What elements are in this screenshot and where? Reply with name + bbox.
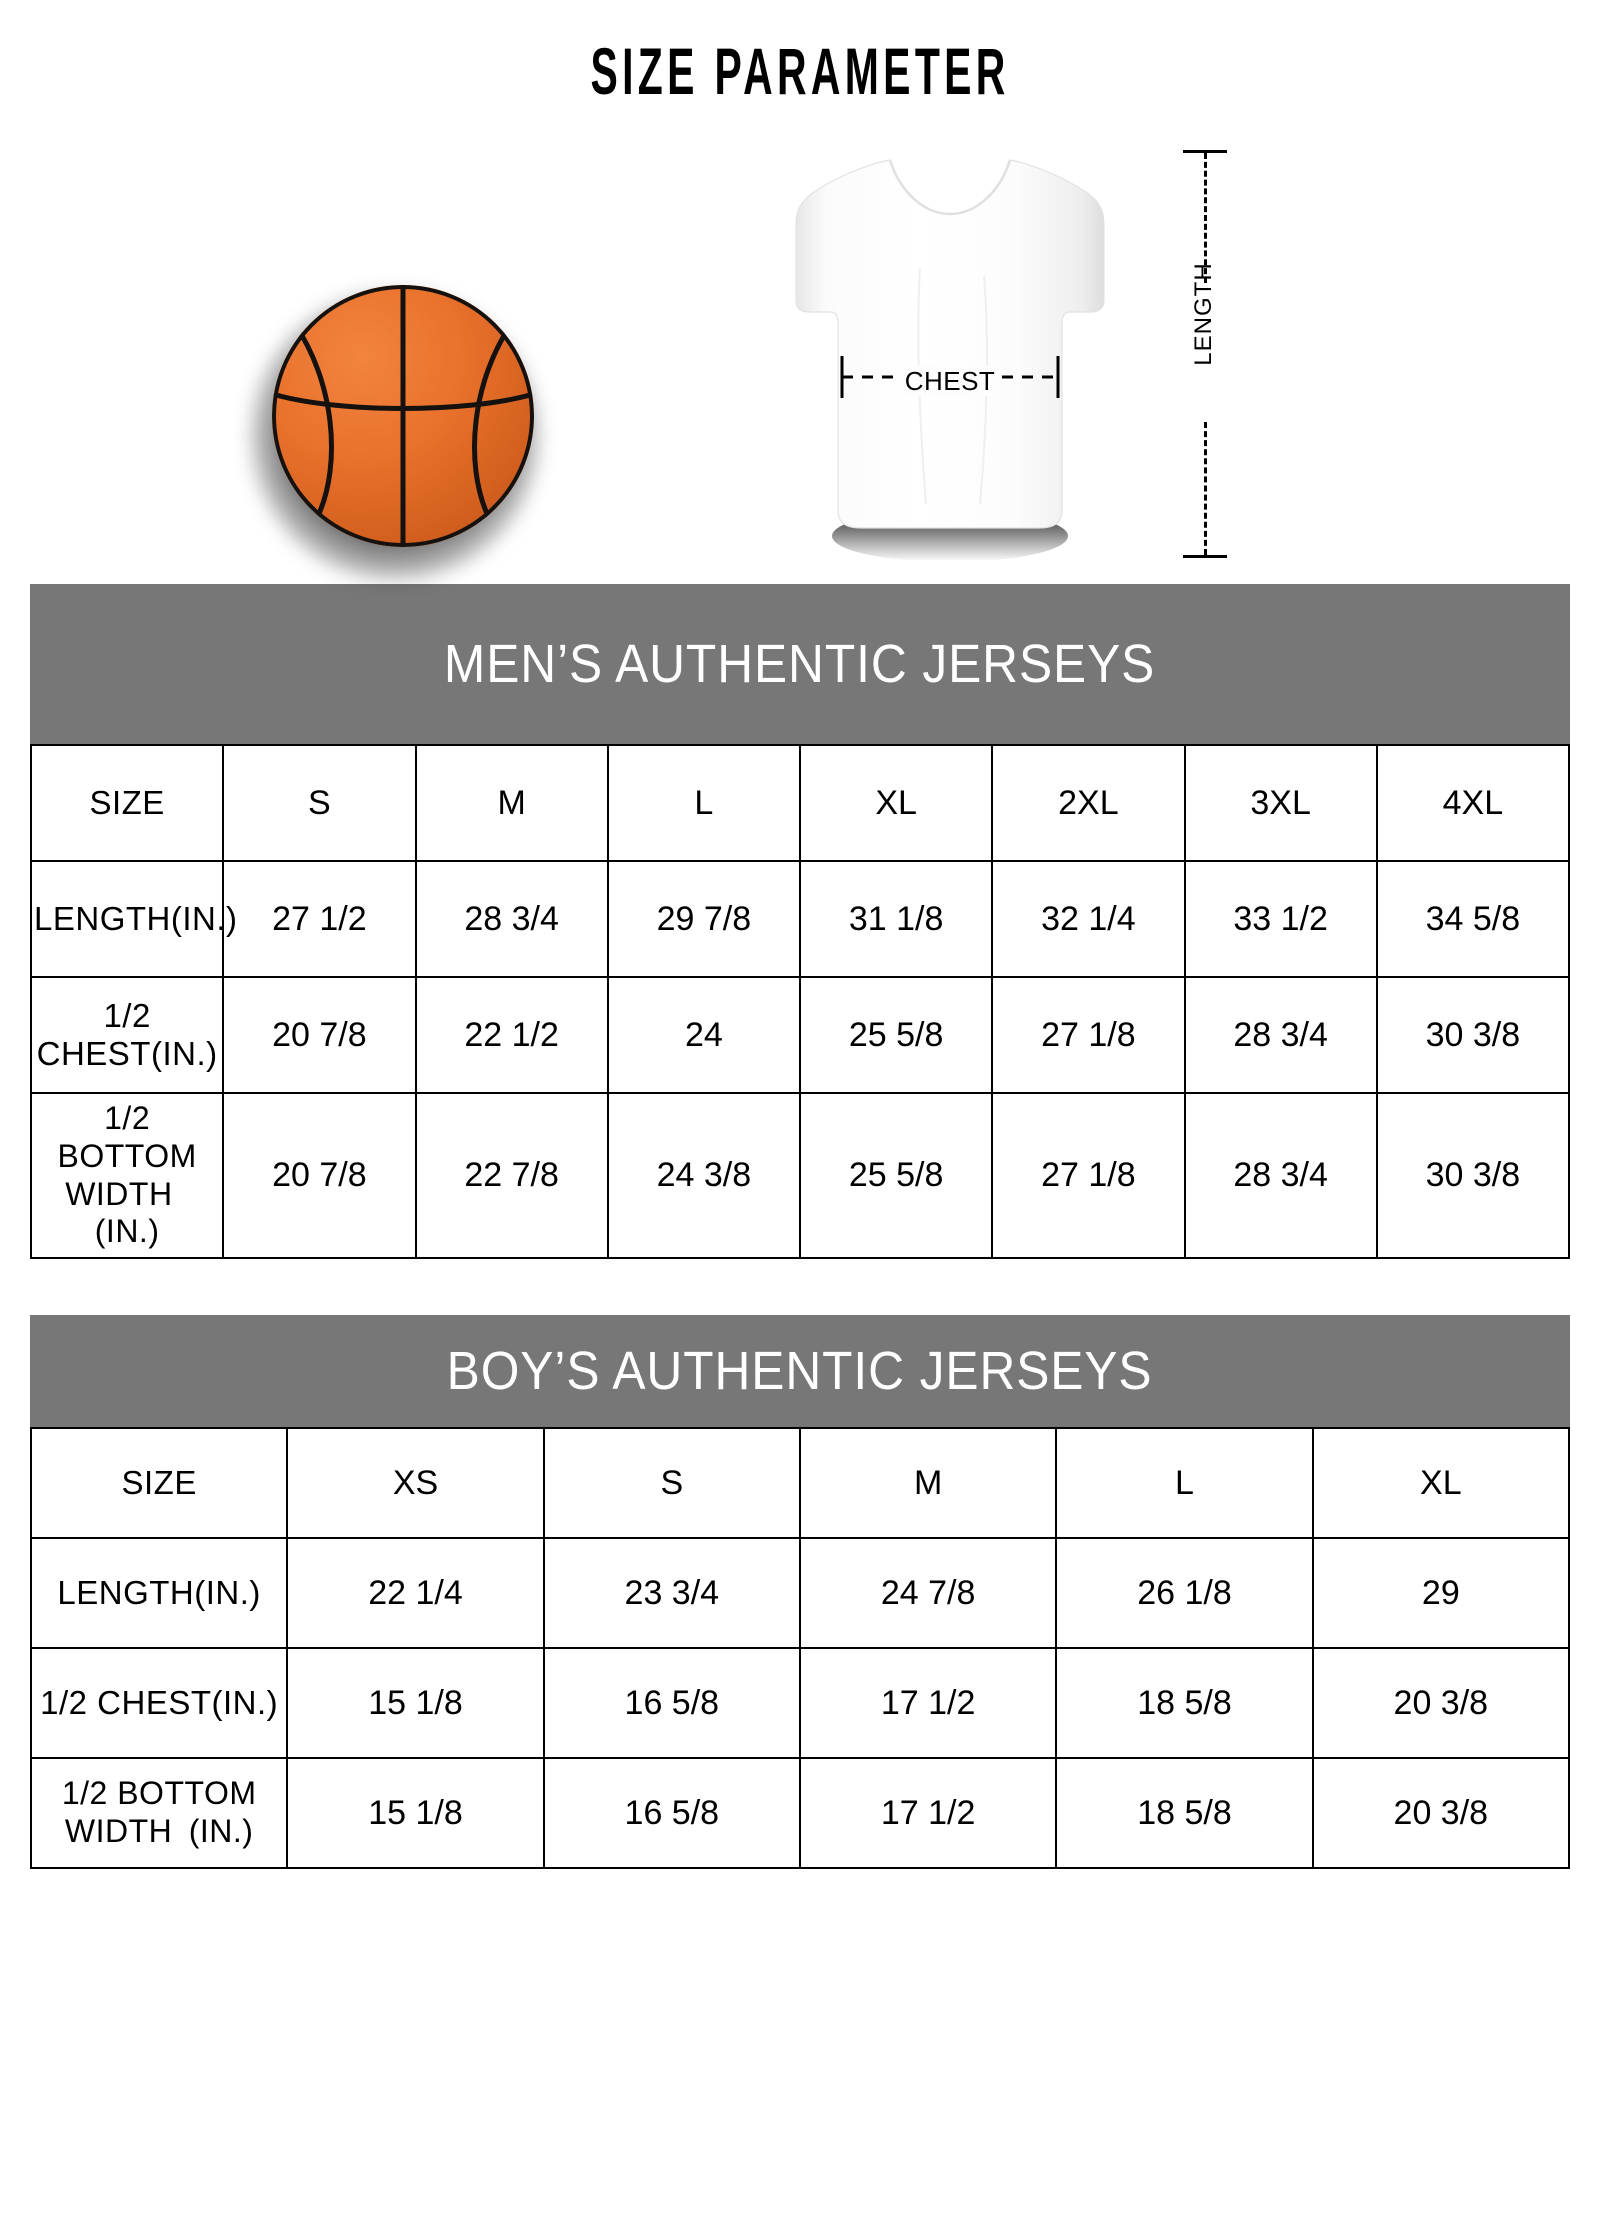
mens-bottom-s: 20 7/8	[222, 1092, 417, 1259]
boys-chest-s: 16 5/8	[542, 1647, 801, 1759]
mens-bottom-xl: 25 5/8	[798, 1092, 994, 1259]
mens-bottom-4xl: 30 3/8	[1375, 1092, 1571, 1259]
boys-size-col-l: L	[1055, 1427, 1314, 1539]
mens-size-col-m: M	[414, 744, 609, 862]
mens-chest-xl: 25 5/8	[798, 976, 994, 1094]
boys-table-body: SIZE XS S M L XL LENGTH(IN.) 22 1/4 23 3…	[29, 1427, 1571, 1869]
mens-table-banner-text: MEN’S AUTHENTIC JERSEYS	[444, 634, 1156, 694]
boys-size-col-s: S	[542, 1427, 801, 1539]
mens-length-xl: 31 1/8	[798, 860, 994, 978]
boys-chest-m: 17 1/2	[798, 1647, 1058, 1759]
mens-chest-l: 24	[606, 976, 802, 1094]
boys-length-l: 26 1/8	[1055, 1537, 1314, 1649]
boys-table-banner-text: BOY’S AUTHENTIC JERSEYS	[447, 1341, 1153, 1401]
boys-row-label-bottom-width: 1/2 BOTTOM WIDTH (IN.)	[29, 1757, 289, 1869]
mens-size-col-xl: XL	[798, 744, 994, 862]
mens-chest-4xl: 30 3/8	[1375, 976, 1571, 1094]
mens-table-banner: MEN’S AUTHENTIC JERSEYS	[30, 584, 1570, 744]
basketball-icon	[250, 285, 580, 585]
table-row: SIZE XS S M L XL	[29, 1427, 1571, 1539]
page-header: SIZE PARAMETER	[0, 0, 1600, 104]
mens-chest-2xl: 27 1/8	[991, 976, 1186, 1094]
mens-table-body: SIZE S M L XL 2XL 3XL 4XL LENGTH(IN.) 27…	[29, 744, 1571, 1259]
mens-bottom-width-line2: WIDTH (IN.)	[65, 1175, 190, 1250]
boys-size-col-xl: XL	[1311, 1427, 1571, 1539]
boys-bottom-width-line2: WIDTH (IN.)	[64, 1813, 254, 1849]
mens-size-col-l: L	[606, 744, 802, 862]
boys-bottom-width-line1: 1/2 BOTTOM	[61, 1775, 257, 1812]
boys-chest-xs: 15 1/8	[286, 1647, 545, 1759]
mens-length-2xl: 32 1/4	[991, 860, 1186, 978]
page-title: SIZE PARAMETER	[590, 34, 1010, 108]
boys-size-header-cell: SIZE	[29, 1427, 289, 1539]
chest-measure-label: CHEST	[770, 366, 1130, 397]
table-row: LENGTH(IN.) 22 1/4 23 3/4 24 7/8 26 1/8 …	[29, 1537, 1571, 1649]
illustration-area: CHEST LENGTH	[0, 130, 1600, 581]
boys-length-xl: 29	[1311, 1537, 1571, 1649]
mens-chest-3xl: 28 3/4	[1183, 976, 1378, 1094]
mens-size-col-4xl: 4XL	[1375, 744, 1571, 862]
table-row: LENGTH(IN.) 27 1/2 28 3/4 29 7/8 31 1/8 …	[29, 860, 1571, 978]
boys-chest-xl: 20 3/8	[1311, 1647, 1571, 1759]
boys-length-xs: 22 1/4	[286, 1537, 545, 1649]
table-row: 1/2 BOTTOM WIDTH (IN.) 20 7/8 22 7/8 24 …	[29, 1092, 1571, 1259]
mens-chest-m: 22 1/2	[414, 976, 609, 1094]
boys-length-s: 23 3/4	[542, 1537, 801, 1649]
mens-size-table: SIZE S M L XL 2XL 3XL 4XL LENGTH(IN.) 27…	[29, 744, 1571, 1259]
table-row: 1/2 BOTTOM WIDTH (IN.) 15 1/8 16 5/8 17 …	[29, 1757, 1571, 1869]
basketball-ball	[272, 285, 534, 547]
length-cap-top	[1183, 150, 1227, 153]
mens-bottom-2xl: 27 1/8	[991, 1092, 1186, 1259]
chest-label-text: CHEST	[900, 366, 1000, 396]
mens-bottom-l: 24 3/8	[606, 1092, 802, 1259]
mens-row-label-chest: 1/2 CHEST(IN.)	[29, 976, 225, 1094]
table-row: 1/2 CHEST(IN.) 20 7/8 22 1/2 24 25 5/8 2…	[29, 976, 1571, 1094]
mens-row-label-length: LENGTH(IN.)	[29, 860, 237, 978]
mens-size-col-s: S	[222, 744, 417, 862]
boys-bottom-m: 17 1/2	[798, 1757, 1058, 1869]
boys-size-table: SIZE XS S M L XL LENGTH(IN.) 22 1/4 23 3…	[29, 1427, 1571, 1869]
boys-size-col-xs: XS	[286, 1427, 545, 1539]
mens-chest-s: 20 7/8	[222, 976, 417, 1094]
length-dash-upper	[1204, 153, 1207, 283]
mens-row-label-bottom-width: 1/2 BOTTOM WIDTH (IN.)	[29, 1092, 225, 1259]
boys-row-label-chest: 1/2 CHEST(IN.)	[29, 1647, 289, 1759]
mens-bottom-width-line1: 1/2 BOTTOM	[57, 1100, 197, 1174]
length-measure-bracket: LENGTH	[1175, 150, 1265, 560]
length-cap-bottom	[1183, 555, 1227, 558]
mens-bottom-3xl: 28 3/4	[1183, 1092, 1378, 1259]
boys-chest-l: 18 5/8	[1055, 1647, 1314, 1759]
mens-size-col-2xl: 2XL	[991, 744, 1186, 862]
boys-size-table-block: BOY’S AUTHENTIC JERSEYS SIZE XS S M L XL…	[29, 1315, 1571, 1869]
length-label-text: LENGTH	[1190, 262, 1217, 366]
boys-bottom-xs: 15 1/8	[286, 1757, 545, 1869]
mens-length-3xl: 33 1/2	[1183, 860, 1378, 978]
mens-size-header-cell: SIZE	[29, 744, 225, 862]
mens-size-table-block: MEN’S AUTHENTIC JERSEYS SIZE S M L XL 2X…	[29, 584, 1571, 1259]
boys-bottom-s: 16 5/8	[542, 1757, 801, 1869]
mens-length-l: 29 7/8	[606, 860, 802, 978]
basketball-seams-icon	[272, 285, 534, 547]
boys-length-m: 24 7/8	[798, 1537, 1058, 1649]
mens-bottom-m: 22 7/8	[414, 1092, 609, 1259]
jersey-shape-icon	[795, 159, 1105, 560]
boys-table-banner: BOY’S AUTHENTIC JERSEYS	[30, 1315, 1570, 1427]
boys-size-col-m: M	[798, 1427, 1058, 1539]
length-dash-lower	[1204, 422, 1207, 555]
mens-length-m: 28 3/4	[414, 860, 609, 978]
boys-bottom-l: 18 5/8	[1055, 1757, 1314, 1869]
boys-bottom-xl: 20 3/8	[1311, 1757, 1571, 1869]
mens-length-s: 27 1/2	[222, 860, 417, 978]
table-row: SIZE S M L XL 2XL 3XL 4XL	[29, 744, 1571, 862]
jersey-icon: CHEST	[770, 148, 1130, 560]
mens-length-4xl: 34 5/8	[1375, 860, 1571, 978]
table-row: 1/2 CHEST(IN.) 15 1/8 16 5/8 17 1/2 18 5…	[29, 1647, 1571, 1759]
boys-row-label-length: LENGTH(IN.)	[29, 1537, 289, 1649]
mens-size-col-3xl: 3XL	[1183, 744, 1378, 862]
